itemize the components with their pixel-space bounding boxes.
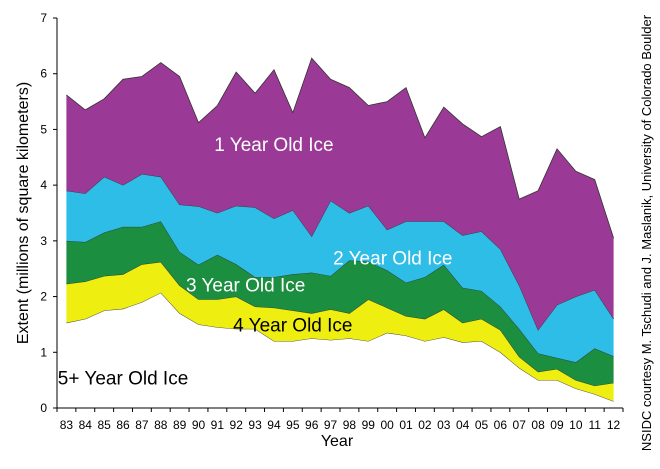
x-tick-label: 12: [607, 418, 621, 432]
series-line-3-year-old-ice: [66, 220, 614, 363]
credit-text: NSIDC courtesy M. Tschudi and J. Maslani…: [639, 14, 654, 451]
x-tick-label: 95: [286, 418, 300, 432]
x-tick-label: 99: [362, 418, 376, 432]
x-tick-label: 93: [248, 418, 262, 432]
label-2-year-old-ice: 2 Year Old Ice: [333, 249, 452, 270]
label-1-year-old-ice: 1 Year Old Ice: [214, 135, 333, 156]
y-tick-label: 2: [40, 290, 47, 304]
x-tick-label: 83: [60, 418, 74, 432]
stacked-areas: [66, 57, 614, 408]
x-tick-label: 94: [267, 418, 281, 432]
y-tick-label: 1: [40, 345, 47, 359]
y-tick-label: 4: [40, 178, 47, 192]
label-5-year-old-ice: 5+ Year Old Ice: [58, 368, 188, 389]
x-tick-label: 96: [305, 418, 319, 432]
y-tick-label: 7: [40, 11, 47, 25]
x-tick-label: 11: [588, 418, 601, 432]
x-tick-label: 98: [343, 418, 357, 432]
x-tick-label: 84: [79, 418, 93, 432]
x-tick-label: 05: [475, 418, 489, 432]
x-tick-label: 07: [513, 418, 527, 432]
series-line-1-year-old-ice: [66, 57, 614, 239]
x-tick-label: 89: [173, 418, 187, 432]
x-tick-label: 86: [116, 418, 130, 432]
y-tick-label: 6: [40, 67, 47, 81]
label-3-year-old-ice: 3 Year Old Ice: [186, 276, 305, 297]
band-labels: 5+ Year Old Ice 4 Year Old Ice 3 Year Old …: [58, 135, 453, 389]
x-tick-label: 88: [154, 418, 168, 432]
y-axis-title: Extent (millions of square kilometers): [15, 82, 32, 344]
x-tick-label: 97: [324, 418, 338, 432]
x-tick-label: 03: [437, 418, 451, 432]
x-tick-label: 04: [456, 418, 470, 432]
x-tick-label: 01: [399, 418, 413, 432]
x-tick-label: 02: [418, 418, 432, 432]
x-tick-label: 91: [211, 418, 225, 432]
label-4-year-old-ice: 4 Year Old Ice: [233, 315, 352, 336]
x-ticks: 83 84 85 86 87 88 89 90 91 92 93 94 95 96 97 98 99 00 01 02…: [56, 408, 624, 432]
area-5-year-old-ice: [66, 292, 614, 408]
x-tick-label: 87: [135, 418, 149, 432]
x-tick-label: 06: [494, 418, 508, 432]
y-tick-label: 0: [40, 401, 47, 415]
x-tick-label: 90: [192, 418, 206, 432]
area-4-year-old-ice: [66, 262, 614, 402]
x-tick-label: 00: [380, 418, 394, 432]
y-tick-label: 3: [40, 234, 47, 248]
x-tick-label: 08: [531, 418, 545, 432]
x-tick-label: 85: [97, 418, 111, 432]
x-tick-label: 10: [569, 418, 583, 432]
area-1-year-old-ice: [66, 58, 614, 330]
x-axis-title: Year: [321, 433, 354, 450]
area-2-year-old-ice: [66, 174, 614, 363]
x-tick-label: 92: [230, 418, 244, 432]
x-tick-label: 09: [550, 418, 564, 432]
y-ticks: 0 1 2 3 4 5 6 7: [40, 11, 57, 415]
y-tick-label: 5: [40, 122, 47, 136]
